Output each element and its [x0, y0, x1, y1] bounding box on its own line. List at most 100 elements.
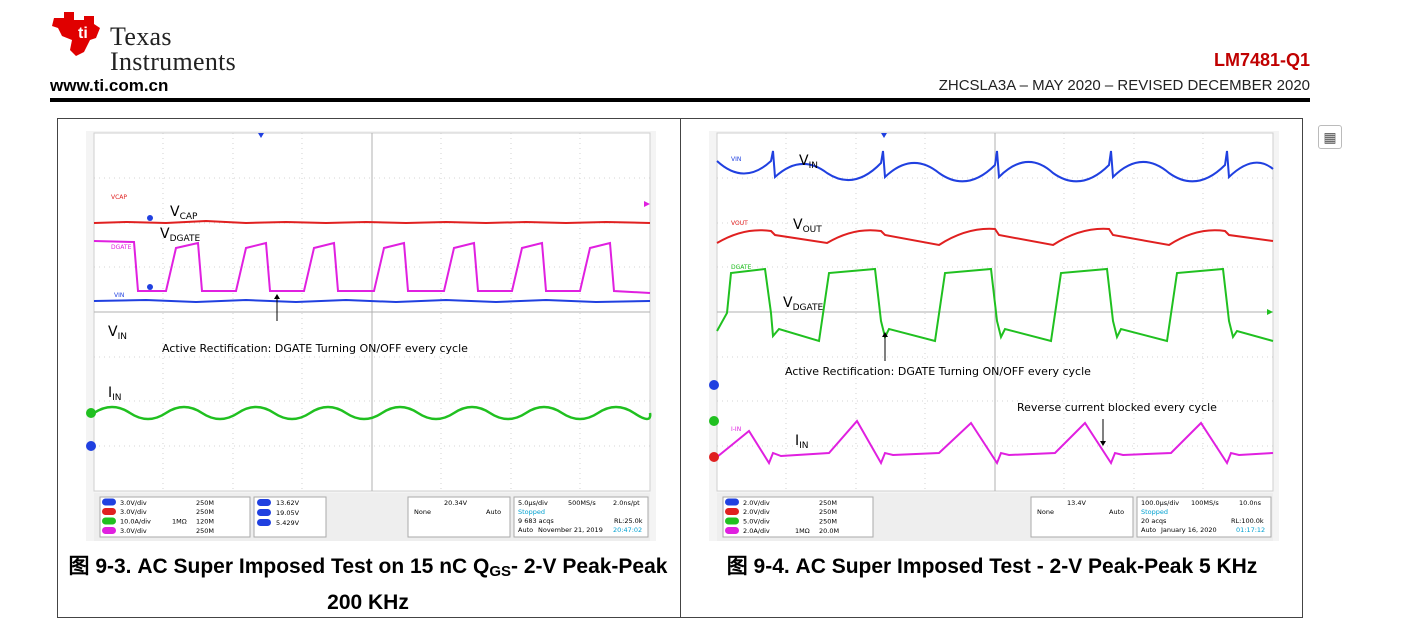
- svg-text:November 21, 2019: November 21, 2019: [538, 526, 603, 534]
- svg-text:RL:25.0k: RL:25.0k: [614, 517, 643, 525]
- svg-text:ti: ti: [78, 25, 88, 42]
- scope-capture-left: VCAP DGATE VIN VCAP VDGATE VIN IIN Activ…: [86, 131, 656, 541]
- svg-text:250M: 250M: [819, 518, 837, 526]
- annotation-iin: IIN: [108, 385, 122, 403]
- figure-caption-right: 图 9-4. AC Super Imposed Test - 2-V Peak-…: [726, 555, 1258, 578]
- channel-marker-2: [709, 452, 719, 462]
- svg-text:3.0V/div: 3.0V/div: [120, 527, 147, 535]
- ref-marker-vcap: [147, 215, 153, 221]
- svg-text:2.0ns/pt: 2.0ns/pt: [613, 499, 640, 507]
- svg-text:Auto: Auto: [518, 526, 533, 534]
- trace-dgate: [93, 240, 651, 294]
- svg-text:20.0M: 20.0M: [819, 527, 839, 535]
- svg-text:2.0V/div: 2.0V/div: [743, 508, 770, 516]
- svg-text:100MS/s: 100MS/s: [1191, 499, 1219, 507]
- svg-text:5.429V: 5.429V: [276, 519, 300, 527]
- annotation-vdgate: VDGATE: [160, 226, 200, 244]
- annotation-note-2: Reverse current blocked every cycle: [1017, 401, 1217, 414]
- svg-text:250M: 250M: [819, 508, 837, 516]
- annotation-vout: VOUT: [793, 217, 822, 235]
- channel-marker-1: [86, 441, 96, 451]
- site-url[interactable]: www.ti.com.cn: [50, 76, 169, 95]
- annotation-vdgate: VDGATE: [783, 295, 823, 313]
- figure-table: VCAP DGATE VIN VCAP VDGATE VIN IIN Activ…: [57, 118, 1303, 618]
- annotation-iin: IIN: [795, 433, 809, 451]
- svg-text:2.0V/div: 2.0V/div: [743, 499, 770, 507]
- scope-screen-right: VIN VOUT DGATE I-IN VIN VOUT VDGATE IIN …: [709, 131, 1279, 541]
- trace-dgate: [716, 267, 1274, 343]
- header-rule: [50, 98, 1310, 102]
- svg-text:250M: 250M: [819, 499, 837, 507]
- svg-text:20.34V: 20.34V: [444, 499, 468, 507]
- svg-text:13.62V: 13.62V: [276, 499, 300, 507]
- annotation-vin: VIN: [108, 324, 127, 342]
- scope-screen-left: VCAP DGATE VIN VCAP VDGATE VIN IIN Activ…: [86, 131, 656, 541]
- ti-logo-icon: ti: [52, 12, 100, 56]
- table-divider: [680, 119, 681, 617]
- brand-line-1: Texas: [110, 22, 172, 51]
- svg-text:5.0µs/div: 5.0µs/div: [518, 499, 548, 507]
- trace-label-vout: VOUT: [731, 220, 748, 227]
- trace-label-vin: VIN: [731, 156, 741, 163]
- trace-iin: [93, 405, 652, 421]
- channel-marker-1: [709, 380, 719, 390]
- annotation-vcap: VCAP: [170, 204, 198, 222]
- trace-label-vcap: VCAP: [111, 194, 127, 201]
- svg-text:Auto: Auto: [1141, 526, 1156, 534]
- annotation-vin: VIN: [799, 153, 818, 171]
- svg-text:250M: 250M: [196, 499, 214, 507]
- svg-text:Auto: Auto: [486, 508, 501, 516]
- document-id: ZHCSLA3A – MAY 2020 – REVISED DECEMBER 2…: [938, 77, 1310, 94]
- svg-text:None: None: [414, 508, 431, 516]
- trace-vin: [716, 150, 1274, 183]
- svg-text:1MΩ: 1MΩ: [172, 518, 187, 526]
- svg-text:250M: 250M: [196, 508, 214, 516]
- svg-text:RL:100.0k: RL:100.0k: [1231, 517, 1264, 525]
- channel-marker-3: [709, 416, 719, 426]
- svg-text:3.0V/div: 3.0V/div: [120, 508, 147, 516]
- brand-line-2: Instruments: [110, 47, 237, 76]
- svg-text:January 16, 2020: January 16, 2020: [1160, 526, 1217, 534]
- svg-text:13.4V: 13.4V: [1067, 499, 1086, 507]
- svg-text:1MΩ: 1MΩ: [795, 527, 810, 535]
- svg-text:10.0A/div: 10.0A/div: [120, 518, 151, 526]
- svg-text:Stopped: Stopped: [518, 508, 545, 516]
- svg-text:20:47:02: 20:47:02: [613, 526, 642, 534]
- svg-text:120M: 120M: [196, 518, 214, 526]
- trace-vout: [716, 227, 1274, 247]
- trace-vin: [93, 298, 651, 304]
- trace-label-dgate: DGATE: [731, 264, 752, 271]
- trace-label-iin: I-IN: [731, 426, 741, 433]
- status-bar-right: 2.0V/div 250M 2.0V/div 250M 5.0V/div 250M 2…: [722, 496, 1272, 538]
- trace-label-dgate: DGATE: [111, 244, 132, 251]
- svg-text:10.0ns: 10.0ns: [1239, 499, 1262, 507]
- svg-text:500MS/s: 500MS/s: [568, 499, 596, 507]
- svg-text:9 683 acqs: 9 683 acqs: [518, 517, 554, 525]
- svg-text:2.0A/div: 2.0A/div: [743, 527, 770, 535]
- svg-text:3.0V/div: 3.0V/div: [120, 499, 147, 507]
- ti-logo[interactable]: ti Texas Instruments: [50, 10, 300, 76]
- annotation-note: Active Rectification: DGATE Turning ON/O…: [785, 365, 1091, 378]
- part-number[interactable]: LM7481-Q1: [1213, 50, 1310, 70]
- channel-marker-3: [86, 408, 96, 418]
- scope-capture-right: VIN VOUT DGATE I-IN VIN VOUT VDGATE IIN …: [709, 131, 1279, 541]
- svg-text:100.0µs/div: 100.0µs/div: [1141, 499, 1179, 507]
- ref-marker-vin: [147, 284, 153, 290]
- annotation-note: Active Rectification: DGATE Turning ON/O…: [162, 342, 468, 355]
- svg-text:250M: 250M: [196, 527, 214, 535]
- svg-text:01:17:12: 01:17:12: [1236, 526, 1265, 534]
- svg-text:20 acqs: 20 acqs: [1141, 517, 1167, 525]
- trace-iin: [716, 419, 1274, 466]
- svg-text:Auto: Auto: [1109, 508, 1124, 516]
- trace-vcap: [93, 219, 651, 225]
- trace-label-vin: VIN: [114, 292, 124, 299]
- svg-text:5.0V/div: 5.0V/div: [743, 518, 770, 526]
- status-bar-left: 3.0V/div 250M 3.0V/div 250M 10.0A/div 1MΩ 12…: [99, 496, 649, 538]
- trigger-marker-top: [258, 133, 264, 138]
- svg-text:19.05V: 19.05V: [276, 509, 300, 517]
- table-view-icon[interactable]: ▦: [1318, 125, 1342, 149]
- figure-caption-left: 图 9-3. AC Super Imposed Test on 15 nC QG…: [68, 555, 668, 614]
- svg-text:Stopped: Stopped: [1141, 508, 1168, 516]
- trigger-marker-right: [644, 201, 650, 207]
- svg-text:None: None: [1037, 508, 1054, 516]
